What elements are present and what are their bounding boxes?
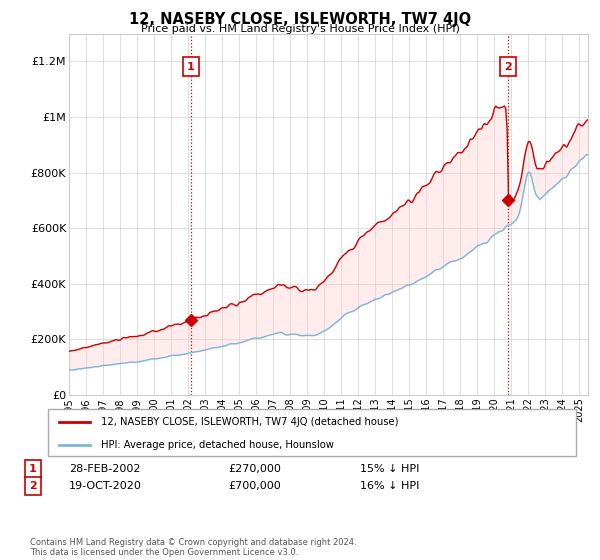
- Text: 1: 1: [187, 62, 195, 72]
- Text: Price paid vs. HM Land Registry's House Price Index (HPI): Price paid vs. HM Land Registry's House …: [140, 24, 460, 34]
- Text: Contains HM Land Registry data © Crown copyright and database right 2024.
This d: Contains HM Land Registry data © Crown c…: [30, 538, 356, 557]
- Text: £270,000: £270,000: [228, 464, 281, 474]
- FancyBboxPatch shape: [48, 409, 576, 456]
- Text: 12, NASEBY CLOSE, ISLEWORTH, TW7 4JQ: 12, NASEBY CLOSE, ISLEWORTH, TW7 4JQ: [129, 12, 471, 27]
- Text: 2: 2: [504, 62, 512, 72]
- Text: 12, NASEBY CLOSE, ISLEWORTH, TW7 4JQ (detached house): 12, NASEBY CLOSE, ISLEWORTH, TW7 4JQ (de…: [101, 417, 398, 427]
- Text: £700,000: £700,000: [228, 481, 281, 491]
- Text: 28-FEB-2002: 28-FEB-2002: [69, 464, 140, 474]
- Text: HPI: Average price, detached house, Hounslow: HPI: Average price, detached house, Houn…: [101, 440, 334, 450]
- Text: 2: 2: [29, 481, 37, 491]
- Text: 1: 1: [29, 464, 37, 474]
- Text: 15% ↓ HPI: 15% ↓ HPI: [360, 464, 419, 474]
- Text: 16% ↓ HPI: 16% ↓ HPI: [360, 481, 419, 491]
- Text: 19-OCT-2020: 19-OCT-2020: [69, 481, 142, 491]
